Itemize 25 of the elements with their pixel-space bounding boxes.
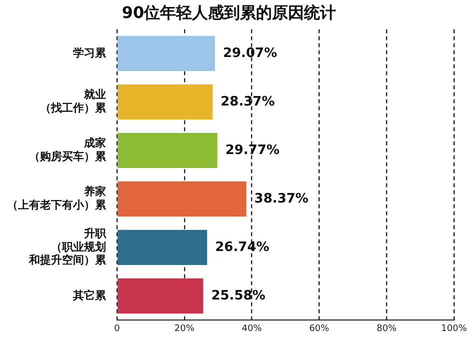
data-label: 29.07% <box>222 46 278 61</box>
bar <box>118 84 213 120</box>
y-tick-label: 其它累 <box>72 288 107 302</box>
bar <box>118 181 246 216</box>
y-tick-label: 升职（职业规划和提升空间）累 <box>28 227 107 267</box>
bar <box>118 230 208 265</box>
data-label: 25.58% <box>211 288 266 304</box>
y-tick-label: 就业（找工作）累 <box>40 88 107 114</box>
x-tick-label: 80% <box>376 324 398 334</box>
bar <box>118 132 218 168</box>
y-tick-label: 成家（购房买车）累 <box>29 136 107 163</box>
bar <box>118 278 204 314</box>
data-label: 26.74% <box>215 240 270 255</box>
chart-title: 90位年轻人感到累的原因统计 <box>122 2 336 22</box>
y-tick-label: 养家（上有老下有小）累 <box>7 185 107 212</box>
bar <box>118 36 215 71</box>
x-tick-label: 20% <box>174 324 195 334</box>
x-tick-label: 100% <box>441 324 468 334</box>
x-tick-label: 40% <box>242 324 262 334</box>
data-label: 38.37% <box>254 191 308 206</box>
x-tick-label: 60% <box>309 324 330 334</box>
x-tick-label: 0 <box>114 324 120 334</box>
data-label: 29.77% <box>225 142 280 158</box>
y-tick-label: 学习累 <box>73 46 107 60</box>
data-label: 28.37% <box>220 94 275 110</box>
